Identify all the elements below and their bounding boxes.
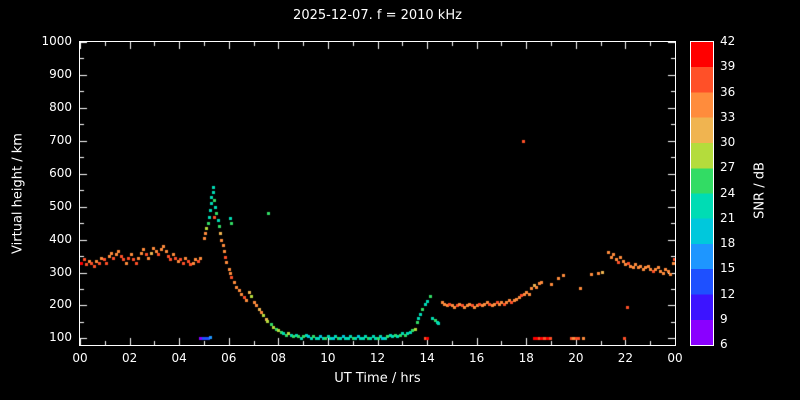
y-axis-label: Virtual height / km — [10, 133, 26, 254]
colorbar-axis-label: SNR / dB — [752, 162, 768, 219]
y-tick-label: 100 — [49, 330, 72, 345]
y-tick-label: 400 — [49, 231, 72, 246]
colorbar-tick-label: 42 — [720, 34, 736, 48]
colorbar-tick-label: 39 — [720, 59, 736, 74]
colorbar — [690, 41, 714, 346]
colorbar-tick-label: 27 — [720, 160, 736, 175]
x-tick-label: 10 — [320, 351, 336, 365]
x-tick-label: 18 — [518, 351, 534, 365]
y-tick-label: 900 — [49, 66, 72, 81]
y-tick-label: 500 — [49, 198, 72, 213]
x-tick-label: 04 — [171, 351, 187, 365]
colorbar-tick-label: 18 — [720, 236, 736, 250]
x-tick-label: 12 — [369, 351, 386, 365]
scatter-canvas — [80, 42, 675, 345]
x-tick-label: 06 — [221, 351, 237, 365]
y-tick-label: 700 — [49, 132, 72, 147]
colorbar-tick-label: 15 — [720, 261, 736, 276]
y-tick-label: 600 — [49, 165, 72, 180]
x-tick-label: 08 — [270, 351, 286, 365]
x-tick-label: 22 — [617, 351, 634, 365]
x-tick-label: 00 — [667, 351, 683, 365]
y-tick-label: 1000 — [41, 34, 72, 48]
chart-title: 2025-12-07. f = 2010 kHz — [293, 8, 462, 23]
colorbar-tick-label: 30 — [720, 135, 736, 149]
colorbar-tick-label: 33 — [720, 109, 736, 124]
plot-area — [79, 41, 676, 346]
colorbar-tick-label: 36 — [720, 84, 736, 99]
colorbar-tick-label: 12 — [720, 286, 736, 301]
y-tick-label: 800 — [49, 99, 72, 114]
x-tick-label: 20 — [568, 351, 584, 365]
y-tick-label: 300 — [49, 264, 72, 279]
x-tick-label: 16 — [469, 351, 485, 365]
x-tick-label: 14 — [419, 351, 435, 365]
colorbar-tick-label: 24 — [720, 185, 736, 200]
y-tick-label: 200 — [49, 297, 72, 312]
colorbar-tick-label: 21 — [720, 210, 736, 225]
x-tick-label: 02 — [121, 351, 138, 365]
colorbar-tick-label: 6 — [720, 337, 728, 351]
x-axis-label: UT Time / hrs — [334, 371, 421, 386]
x-tick-label: 00 — [72, 351, 88, 365]
colorbar-tick-label: 9 — [720, 311, 728, 326]
